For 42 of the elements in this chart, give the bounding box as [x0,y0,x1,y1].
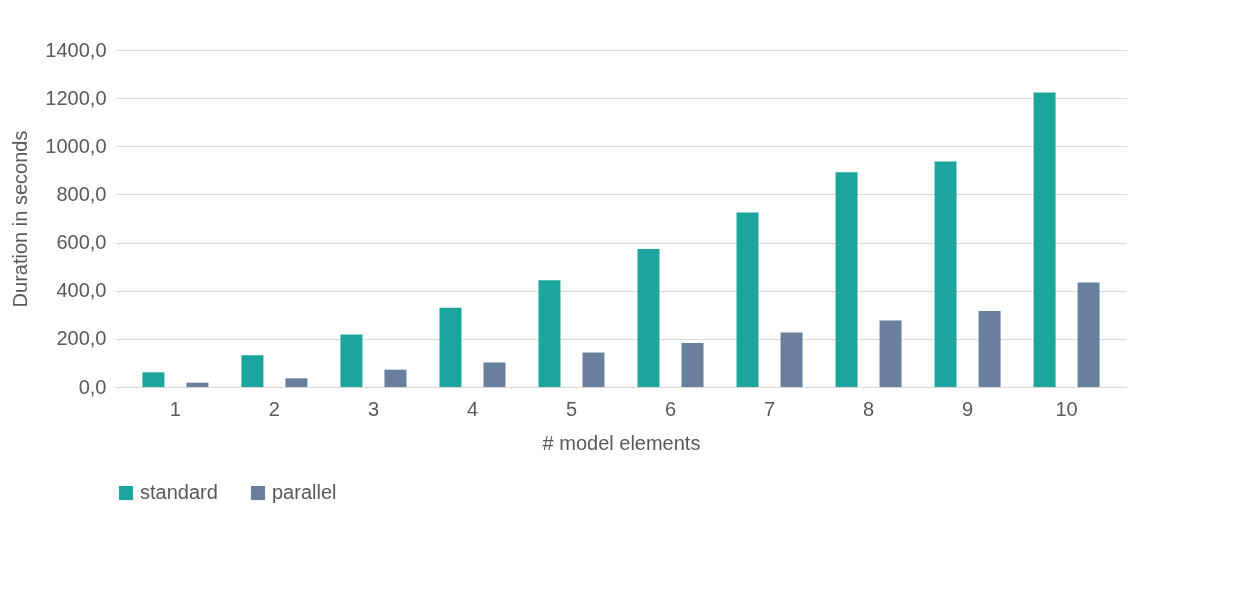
y-axis-title: Duration in seconds [9,130,32,308]
x-tick-label: 10 [1055,397,1078,420]
y-tick-label: 200,0 [56,327,107,350]
bar [835,172,858,387]
y-tick-label: 800,0 [56,182,107,205]
x-tick-label: 5 [565,397,578,420]
bar [736,212,759,387]
bar [384,369,407,387]
bar [879,320,902,387]
x-tick-label: 8 [862,397,875,420]
bar [186,382,209,387]
x-tick-label: 1 [169,397,181,420]
legend-label: standard [140,481,218,503]
x-tick-label: 9 [962,397,974,420]
x-axis-title: # model elements [542,431,701,454]
bar [1033,92,1056,387]
bar [582,352,605,387]
x-tick-label: 6 [664,397,677,420]
x-tick-label: 7 [763,397,776,420]
y-tick-label: 0,0 [78,375,107,398]
y-tick-label: 1000,0 [45,134,107,157]
bar [538,280,561,387]
x-tick-label: 3 [367,397,380,420]
x-tick-label: 4 [466,397,479,420]
x-tick-label: 2 [268,397,280,420]
y-tick-label: 1200,0 [45,86,107,109]
bar [285,378,308,387]
y-tick-label: 600,0 [56,231,107,254]
y-tick-label: 1400,0 [45,38,107,61]
bar [1077,282,1100,387]
bar [439,307,462,387]
legend-label: parallel [272,481,337,503]
bar [780,332,803,387]
bar [934,161,957,387]
bar [142,372,165,387]
bar [978,310,1001,387]
bar [241,355,264,387]
y-tick-label: 400,0 [56,279,107,302]
bar [681,342,704,387]
bar [483,362,506,387]
bar [340,334,363,387]
bar [637,249,660,387]
